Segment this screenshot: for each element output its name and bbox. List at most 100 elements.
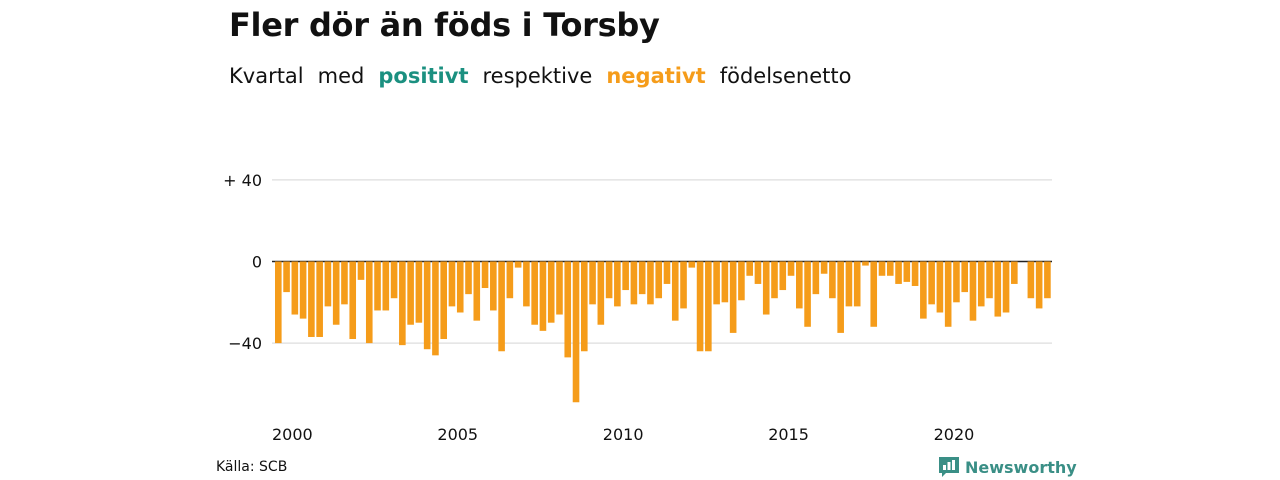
bar: [713, 261, 720, 305]
bar: [332, 261, 340, 325]
bar: [928, 261, 935, 305]
bar: [580, 261, 588, 352]
bar: [605, 261, 613, 299]
chart-title: Fler dör än föds i Torsby: [229, 6, 660, 44]
bar: [837, 261, 844, 333]
subtitle-negative-label: negativt: [606, 64, 706, 88]
bar: [597, 261, 605, 325]
bar: [977, 261, 985, 307]
bar: [473, 261, 481, 321]
bar: [415, 261, 423, 323]
bar: [390, 261, 398, 299]
bar: [895, 261, 902, 284]
subtitle-positive-label: positivt: [378, 64, 469, 88]
bar: [829, 261, 836, 299]
x-axis-labels: 2000 2005 2010 2015 2020: [272, 425, 974, 444]
newsworthy-logo-icon: [939, 457, 959, 477]
bar: [506, 261, 514, 299]
y-tick-label: + 40: [223, 171, 262, 190]
bar: [1002, 261, 1010, 313]
bar: [696, 261, 704, 352]
bar: [357, 261, 365, 280]
subtitle-word: födelsenetto: [719, 64, 852, 88]
bar: [490, 261, 497, 311]
x-tick-label: 2005: [437, 425, 478, 444]
bar: [448, 261, 456, 307]
bar: [638, 261, 646, 295]
bar: [564, 261, 572, 358]
bar: [341, 261, 348, 305]
bar: [349, 261, 357, 340]
bar: [903, 261, 911, 282]
bar: [365, 261, 373, 344]
bar: [845, 261, 853, 307]
bar: [1044, 261, 1051, 299]
bar: [572, 261, 580, 403]
bar: [465, 261, 472, 295]
x-tick-label: 2020: [934, 425, 975, 444]
bar: [498, 261, 505, 352]
bar: [622, 261, 629, 291]
bar: [671, 261, 679, 321]
bar: [862, 261, 869, 266]
bar: [556, 261, 563, 315]
bar: [308, 261, 315, 337]
bar: [663, 261, 671, 284]
bar: [481, 261, 489, 289]
subtitle-word: Kvartal: [229, 64, 304, 88]
bar: [407, 261, 414, 325]
bar: [1011, 261, 1018, 284]
bar: [688, 261, 696, 268]
bar: [382, 261, 390, 311]
bar: [275, 261, 282, 344]
bar: [705, 261, 712, 352]
y-tick-label: 0: [252, 253, 262, 272]
bar: [423, 261, 431, 350]
source-label: Källa: SCB: [216, 459, 288, 475]
bar: [796, 261, 803, 309]
bar: [399, 261, 406, 346]
bar: [374, 261, 381, 311]
bar: [771, 261, 778, 299]
bar: [1035, 261, 1043, 309]
brand-logo: Newsworthy: [938, 456, 1077, 478]
subtitle-word: respektive: [482, 64, 593, 88]
bar: [961, 261, 969, 293]
bar: [283, 261, 290, 293]
chart-subtitle: Kvartal med positivt respektive negativt föde…: [229, 64, 865, 88]
bar: [655, 261, 663, 299]
bar: [738, 261, 745, 301]
bar: [911, 261, 919, 286]
bar: [299, 261, 307, 319]
x-tick-label: 2010: [603, 425, 644, 444]
bar: [986, 261, 993, 299]
bar: [531, 261, 538, 325]
bar: [762, 261, 770, 315]
bar: [456, 261, 464, 313]
bar: [547, 261, 555, 323]
bar: [432, 261, 439, 356]
bar: [647, 261, 654, 305]
bar: [589, 261, 596, 305]
bar: [787, 261, 795, 276]
bar: [514, 261, 522, 268]
bar: [804, 261, 811, 327]
bar: [630, 261, 638, 305]
bar: [878, 261, 886, 276]
bar: [779, 261, 787, 291]
bar: [944, 261, 952, 327]
bar: [291, 261, 299, 315]
bar: [614, 261, 621, 307]
bar: [969, 261, 977, 321]
bar: [316, 261, 323, 337]
bar: [324, 261, 332, 307]
bar: [936, 261, 944, 313]
bar: [440, 261, 447, 340]
y-tick-label: −40: [228, 334, 262, 353]
subtitle-word: med: [317, 64, 365, 88]
bar: [539, 261, 547, 331]
bar: [812, 261, 820, 295]
bar: [886, 261, 894, 276]
x-tick-label: 2000: [272, 425, 313, 444]
brand-name: Newsworthy: [965, 457, 1077, 477]
